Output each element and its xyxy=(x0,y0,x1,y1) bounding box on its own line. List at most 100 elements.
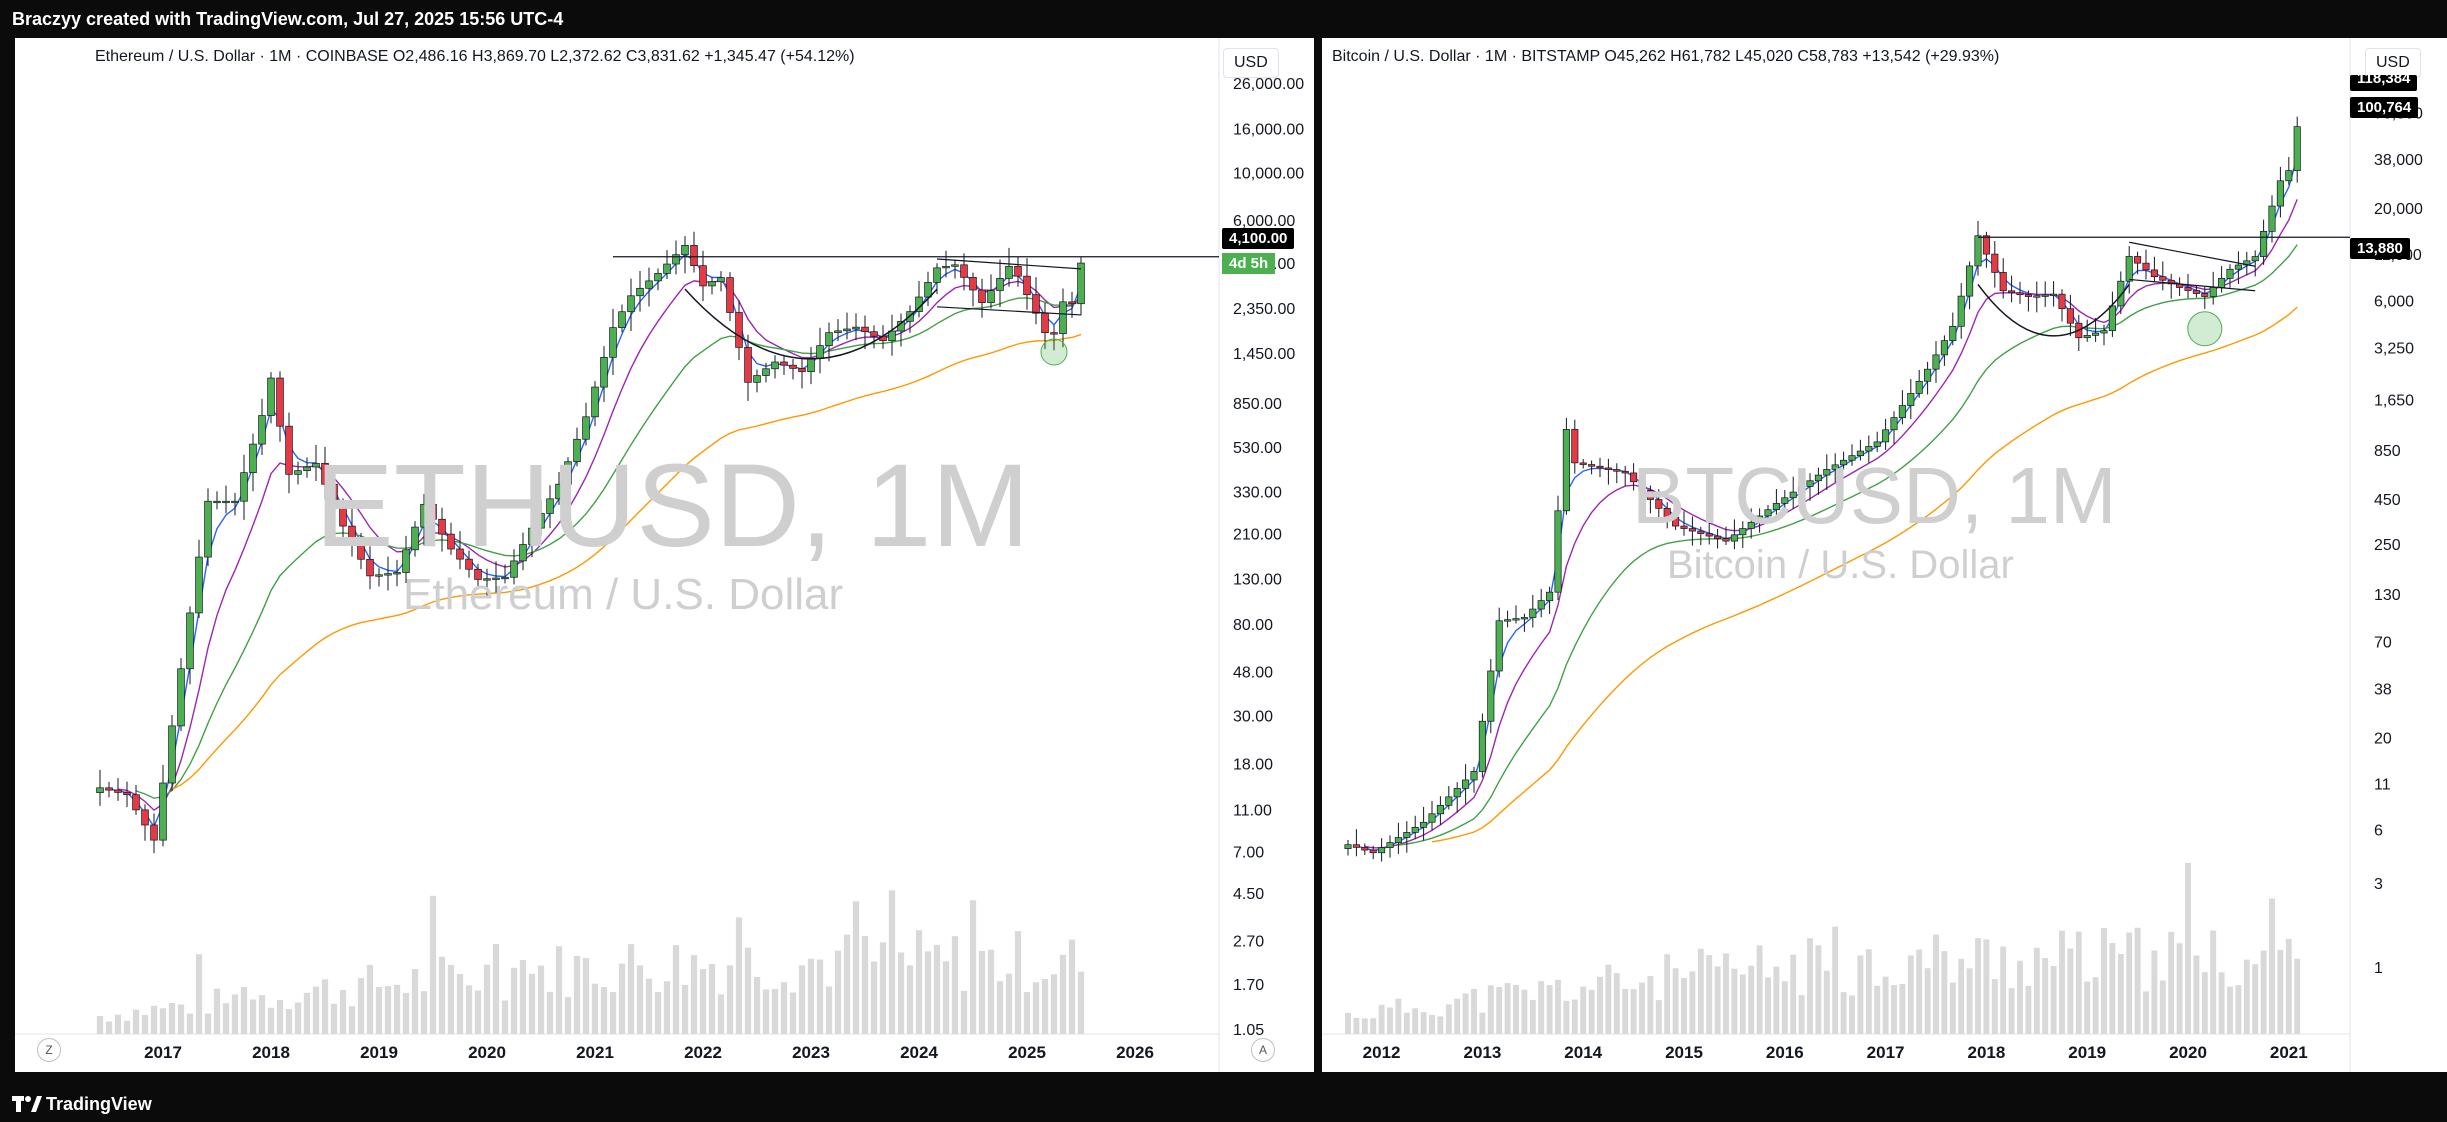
tradingview-logo-icon xyxy=(12,1096,42,1112)
candle-body xyxy=(1932,354,1940,370)
highlight-circle xyxy=(1040,338,1068,366)
volume-bar xyxy=(744,947,752,1034)
candle-body xyxy=(1068,301,1076,305)
volume-bar xyxy=(1622,989,1629,1034)
candle-body xyxy=(654,273,662,282)
volume-bar xyxy=(2218,972,2225,1034)
candle-body xyxy=(249,443,257,474)
eth-chart-panel[interactable]: 26,000.0016,000.0010,000.006,000.003,800… xyxy=(15,38,1314,1072)
volume-bar xyxy=(1529,999,1536,1034)
candle-body xyxy=(960,264,968,278)
candle-body xyxy=(2100,330,2108,334)
btc-currency-button[interactable]: USD xyxy=(2365,48,2421,78)
candle-body xyxy=(618,311,626,329)
volume-bar xyxy=(1613,973,1620,1034)
candle-body xyxy=(2083,334,2091,339)
candle-body xyxy=(2108,305,2116,332)
volume-bar xyxy=(1412,1008,1419,1034)
candle-body xyxy=(105,787,113,791)
candle-body xyxy=(789,364,797,369)
volume-bar xyxy=(1857,955,1864,1034)
caption-bar: Braczyy created with TradingView.com, Ju… xyxy=(0,0,2447,38)
candle-body xyxy=(1882,429,1890,443)
volume-bar xyxy=(105,1021,113,1034)
volume-bar xyxy=(1739,974,1746,1034)
candle-body xyxy=(1982,235,1990,255)
candle-body xyxy=(1991,253,1999,273)
y-tick-label: 6,000 xyxy=(2374,293,2414,310)
y-tick-label: 210.00 xyxy=(1233,527,1282,544)
candle-body xyxy=(1462,779,1470,789)
candle-body xyxy=(2285,170,2293,182)
candle-body xyxy=(1470,771,1478,781)
eth-autoscale-button[interactable]: A xyxy=(1251,1038,1275,1062)
candle-body xyxy=(1873,441,1881,447)
volume-bar xyxy=(2017,960,2023,1034)
x-tick-label: 2019 xyxy=(360,1043,398,1062)
candle-body xyxy=(861,326,869,333)
candle-body xyxy=(798,368,806,372)
x-tick-label: 2018 xyxy=(252,1043,290,1062)
volume-bar xyxy=(735,917,743,1034)
volume-bar xyxy=(1941,951,1948,1034)
ema-line xyxy=(1398,244,2298,846)
candle-body xyxy=(2125,256,2133,282)
candle-body xyxy=(1621,470,1629,474)
candle-body xyxy=(1596,465,1604,469)
volume-bar xyxy=(1345,1012,1351,1034)
candle-body xyxy=(1023,275,1031,296)
volume-bar xyxy=(1672,968,1679,1034)
volume-bar xyxy=(942,961,950,1034)
candle-body xyxy=(375,574,383,577)
volume-bar xyxy=(267,1007,275,1034)
eth-zoom-button[interactable]: Z xyxy=(37,1038,61,1062)
volume-bar xyxy=(2235,985,2242,1034)
volume-bar xyxy=(672,945,680,1034)
candle-body xyxy=(1806,480,1814,487)
btc-chart-panel[interactable]: 70,00038,00020,00011,0006,0003,2501,6508… xyxy=(1322,38,2447,1072)
volume-bar xyxy=(2084,981,2091,1034)
volume-bar xyxy=(474,990,482,1034)
volume-bar xyxy=(564,997,572,1034)
volume-bar xyxy=(951,936,959,1034)
candle-body xyxy=(1445,796,1453,806)
eth-currency-button[interactable]: USD xyxy=(1223,48,1279,78)
candle-body xyxy=(1436,804,1444,815)
volume-bar xyxy=(330,1003,338,1034)
candle-body xyxy=(1032,294,1040,314)
volume-bar xyxy=(429,895,437,1034)
volume-bar xyxy=(1370,1018,1377,1034)
volume-bar xyxy=(591,983,599,1034)
candle-body xyxy=(348,525,356,544)
volume-bar xyxy=(1630,989,1637,1034)
btc-top-partial-label: 118,384 xyxy=(2350,75,2418,91)
candle-body xyxy=(1495,620,1503,672)
candle-body xyxy=(1041,312,1049,334)
y-tick-label: 130 xyxy=(2374,587,2401,604)
eth-chart-canvas[interactable]: 26,000.0016,000.0010,000.006,000.003,800… xyxy=(15,38,1314,1072)
candle-body xyxy=(582,416,590,440)
candle-body xyxy=(123,792,131,796)
candle-body xyxy=(294,470,302,475)
candle-body xyxy=(519,544,527,562)
volume-bar xyxy=(447,964,455,1034)
volume-bar xyxy=(879,942,887,1034)
volume-bar xyxy=(924,951,932,1034)
volume-bar xyxy=(1933,934,1939,1034)
y-tick-label: 20,000 xyxy=(2374,201,2423,218)
x-tick-label: 2017 xyxy=(144,1043,182,1062)
volume-bar xyxy=(1378,1004,1385,1034)
volume-bar xyxy=(1723,953,1729,1034)
volume-bar xyxy=(2126,932,2133,1034)
volume-bar xyxy=(1445,1004,1452,1034)
volume-bar xyxy=(1823,970,1830,1034)
candle-body xyxy=(1680,525,1688,529)
y-tick-label: 26,000.00 xyxy=(1233,76,1304,93)
candle-body xyxy=(1722,538,1730,542)
x-tick-label: 2020 xyxy=(2169,1043,2207,1062)
candle-body xyxy=(402,549,410,573)
candle-body xyxy=(807,358,815,372)
volume-bar xyxy=(1748,965,1755,1034)
y-tick-label: 38 xyxy=(2374,681,2392,698)
btc-chart-canvas[interactable]: 70,00038,00020,00011,0006,0003,2501,6508… xyxy=(1322,38,2447,1072)
